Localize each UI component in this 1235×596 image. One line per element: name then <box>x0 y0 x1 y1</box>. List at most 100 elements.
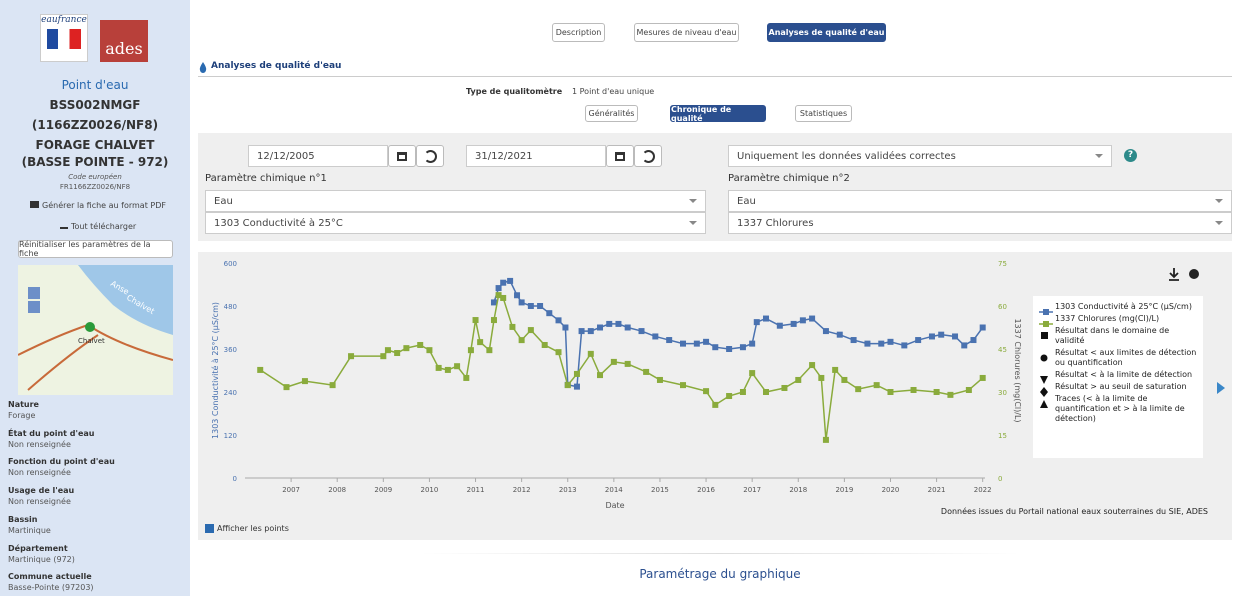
tab[interactable]: Analyses de qualité d'eau <box>767 23 886 42</box>
field-value: Non renseignée <box>8 440 71 449</box>
pdf-link[interactable]: Générer la fiche au format PDF <box>30 201 180 210</box>
data-point <box>947 392 953 398</box>
date-end[interactable]: 31/12/2021 <box>466 145 606 167</box>
legend-item[interactable]: Résultat < aux limites de détection ou q… <box>1039 348 1197 368</box>
data-point <box>749 341 755 347</box>
data-point <box>823 437 829 443</box>
x-tick-label: 2015 <box>651 486 669 494</box>
legend-label: 1337 Chlorures (mg(Cl)/L) <box>1055 314 1159 324</box>
y2-tick-label: 15 <box>998 432 1007 440</box>
euro-label: Code européen <box>0 173 190 181</box>
data-point <box>385 347 391 353</box>
legend-item[interactable]: 1303 Conductivité à 25°C (µS/cm) <box>1039 302 1197 312</box>
data-point <box>509 324 515 330</box>
data-point <box>330 382 336 388</box>
data-point <box>694 341 700 347</box>
series-line <box>494 281 983 387</box>
param2-select[interactable]: 1337 Chlorures <box>728 212 1232 234</box>
zoom-out[interactable] <box>28 301 40 313</box>
refresh-button[interactable] <box>634 145 662 167</box>
data-point <box>574 384 580 390</box>
data-point <box>473 317 479 323</box>
data-point <box>615 321 621 327</box>
calendar-button[interactable] <box>388 145 416 167</box>
legend-item[interactable]: Résultat < à la limite de détection <box>1039 370 1197 380</box>
date-start[interactable]: 12/12/2005 <box>248 145 388 167</box>
legend-item[interactable]: Traces (< à la limite de quantification … <box>1039 394 1197 424</box>
x-axis-title: Date <box>605 501 624 510</box>
legend-item[interactable]: Résultat > au seuil de saturation <box>1039 382 1197 392</box>
data-point <box>864 341 870 347</box>
y2-axis-title: 1337 Chlorures (mg(Cl)/L) <box>1013 318 1022 422</box>
param2-label: Paramètre chimique n°2 <box>728 173 850 184</box>
field-label: Bassin <box>8 515 37 524</box>
data-point <box>970 337 976 343</box>
data-point <box>556 349 562 355</box>
data-point <box>519 337 525 343</box>
symbol-legend-label: Résultat dans le domaine de validité <box>1055 326 1197 346</box>
x-tick-label: 2019 <box>835 486 853 494</box>
calendar-button[interactable] <box>606 145 634 167</box>
data-point <box>680 341 686 347</box>
x-tick-label: 2018 <box>789 486 807 494</box>
data-point <box>500 295 506 301</box>
y-tick-label: 360 <box>224 346 237 354</box>
reset-button[interactable]: Réinitialiser les paramètres de la fiche <box>18 240 173 258</box>
section-title: Point d'eau <box>0 78 190 92</box>
legend-item[interactable]: Résultat dans le domaine de validité <box>1039 326 1197 346</box>
legend-marker <box>1039 314 1055 324</box>
y-tick-label: 120 <box>224 432 237 440</box>
data-point <box>781 385 787 391</box>
data-point <box>851 337 857 343</box>
param1-group[interactable]: Eau <box>205 190 706 212</box>
data-point <box>763 389 769 395</box>
subtab[interactable]: Statistiques <box>795 105 852 122</box>
data-point <box>657 377 663 383</box>
type-label: Type de qualitomètre <box>466 87 562 96</box>
tab[interactable]: Description <box>552 23 605 42</box>
tab[interactable]: Mesures de niveau d'eau <box>634 23 739 42</box>
data-point <box>837 332 843 338</box>
data-point <box>519 299 525 305</box>
download-link[interactable]: Tout télécharger <box>60 221 180 231</box>
legend-marker <box>1039 370 1055 380</box>
body: eaufrance ades Point d'eau BSS002NMGF (1… <box>0 0 1235 596</box>
x-tick-label: 2014 <box>605 486 623 494</box>
data-point <box>257 367 263 373</box>
data-point <box>486 347 492 353</box>
legend-item[interactable]: 1337 Chlorures (mg(Cl)/L) <box>1039 314 1197 324</box>
param1-select[interactable]: 1303 Conductivité à 25°C <box>205 212 706 234</box>
subtab[interactable]: Chronique de qualité <box>670 105 766 122</box>
data-point <box>546 310 552 316</box>
data-point <box>500 280 506 286</box>
logo-text: eaufrance <box>41 15 87 25</box>
refresh-button[interactable] <box>416 145 444 167</box>
next-arrow[interactable] <box>1216 382 1226 394</box>
data-point <box>348 353 354 359</box>
data-point <box>934 389 940 395</box>
zoom-in[interactable] <box>28 287 40 299</box>
x-tick-label: 2008 <box>328 486 346 494</box>
show-points[interactable]: Afficher les points <box>205 524 289 533</box>
footer-link[interactable]: Paramétrage du graphique <box>420 567 1020 581</box>
data-point <box>528 303 534 309</box>
data-point <box>901 342 907 348</box>
param2-group[interactable]: Eau <box>728 190 1232 212</box>
x-tick-label: 2012 <box>513 486 531 494</box>
map[interactable]: Anse Chalvet Chalvet <box>18 265 173 395</box>
y2-tick-label: 30 <box>998 389 1007 397</box>
symbol-legend-label: Résultat < à la limite de détection <box>1055 370 1192 380</box>
data-point <box>929 333 935 339</box>
data-point <box>938 332 944 338</box>
data-point <box>887 339 893 345</box>
subtab[interactable]: Généralités <box>585 105 638 122</box>
data-point <box>565 382 571 388</box>
field-value: Martinique <box>8 526 51 535</box>
download-icon <box>1169 268 1179 280</box>
data-point <box>597 325 603 331</box>
field-value: Basse-Pointe (97203) <box>8 583 94 592</box>
validity-select[interactable]: Uniquement les données validées correcte… <box>728 145 1112 167</box>
map-marker[interactable] <box>85 322 95 332</box>
help-icon[interactable]: ? <box>1124 149 1137 162</box>
